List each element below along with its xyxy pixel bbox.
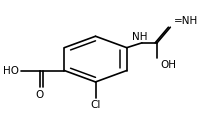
Text: HO: HO	[3, 66, 19, 76]
Text: OH: OH	[161, 60, 177, 70]
Text: O: O	[35, 90, 44, 100]
Text: =NH: =NH	[174, 16, 198, 26]
Text: Cl: Cl	[90, 100, 101, 110]
Text: NH: NH	[132, 32, 148, 42]
